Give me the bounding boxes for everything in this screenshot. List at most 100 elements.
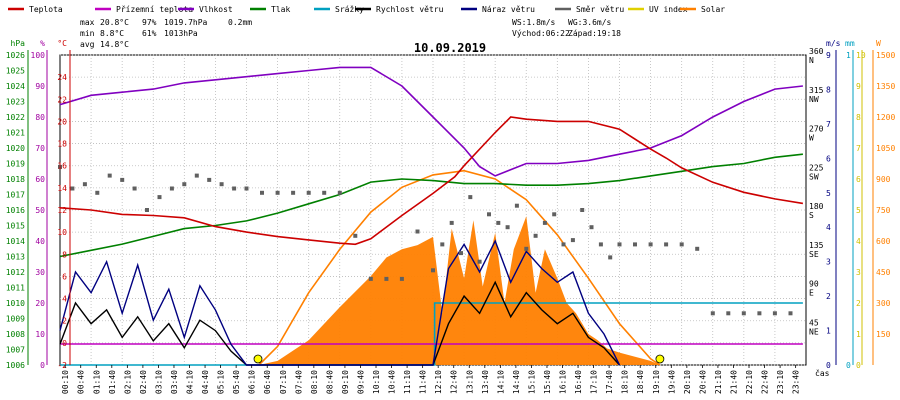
axis-deg-compass: SE — [809, 250, 819, 259]
wind-dir-point — [275, 190, 280, 195]
axis-temp-tick: 6 — [62, 272, 67, 281]
axis-ms-tick: 8 — [826, 85, 831, 94]
x-tick-label: 20:10 — [683, 370, 692, 394]
sunset-marker — [655, 354, 665, 364]
legend-label: Tlak — [271, 5, 290, 14]
axis-pct-tick: 60 — [35, 175, 45, 184]
x-tick-label: 13:40 — [481, 370, 490, 394]
x-tick-label: 14:10 — [496, 370, 505, 394]
legend: Teplota Přízemní teplota Vlhkost Tlak Srážky… — [8, 5, 725, 14]
axis-hpa-tick: 1009 — [6, 315, 25, 324]
wind-dir-point — [120, 177, 125, 182]
wind-dir-point — [726, 311, 731, 316]
x-tick-label: 10:10 — [372, 370, 381, 394]
legend-label: Solar — [701, 5, 725, 14]
axis-wm2-tick: 450 — [876, 268, 891, 277]
axis-deg-compass: N — [809, 56, 814, 65]
series-solar — [258, 216, 660, 365]
wind-dir-point — [353, 233, 358, 238]
x-tick-label: 22:40 — [761, 370, 770, 394]
wind-dir-point — [505, 225, 510, 230]
axis-temp-tick: 10 — [57, 228, 67, 237]
stats-panel: max 20.8°C 97% 1019.7hPa 0.2mm min 8.8°C 61% 101… — [80, 18, 621, 49]
axis-mm-tick: 1 — [846, 51, 851, 60]
series-tlak — [59, 153, 803, 258]
axis-ms-tick: 4 — [826, 223, 831, 232]
x-tick-label: 14:40 — [512, 370, 521, 394]
x-tick-label: 18:10 — [621, 370, 630, 394]
wind-dir-point — [260, 190, 264, 195]
wind-dir-point — [580, 208, 585, 212]
x-tick-label: 11:40 — [419, 370, 428, 394]
wind-dir-point — [431, 268, 435, 273]
wind-dir-point — [542, 220, 547, 225]
x-tick-label: 19:40 — [667, 370, 676, 394]
wind-dir-point — [617, 242, 622, 247]
x-tick-label: 01:40 — [108, 370, 117, 394]
axis-pct-tick: 40 — [35, 237, 45, 246]
x-tick-label: 09:10 — [341, 370, 350, 394]
axis-pct-tick: 80 — [35, 113, 45, 122]
axis-uv-tick: 0 — [856, 361, 861, 370]
x-tick-label: 22:10 — [745, 370, 754, 394]
axis-mm-unit: mm — [845, 39, 855, 48]
x-tick-label: 16:10 — [559, 370, 568, 394]
axis-hpa-tick: 1022 — [6, 113, 25, 122]
axis-hpa-tick: 1013 — [6, 253, 25, 262]
wind-dir-point — [598, 242, 603, 247]
wind-dir-point — [415, 229, 420, 234]
axis-deg-tick: 360 — [809, 47, 824, 56]
axis-uv-tick: 3 — [856, 268, 861, 277]
x-tick-label: 06:40 — [263, 370, 272, 394]
axis-pct-tick: 10 — [35, 330, 45, 339]
axis-deg-tick: 90 — [809, 280, 819, 289]
wind-dir-point — [589, 225, 594, 230]
legend-label: Náraz větru — [482, 5, 535, 14]
wind-dir-point — [757, 311, 762, 316]
x-tick-label: 17:40 — [605, 370, 614, 394]
x-tick-label: 12:40 — [450, 370, 459, 394]
axis-pct-unit: % — [40, 39, 45, 48]
axis-deg-tick: 180 — [809, 202, 824, 211]
legend-label: Srážky — [335, 5, 364, 14]
axis-hpa-tick: 1011 — [6, 284, 25, 293]
x-tick-label: 05:10 — [217, 370, 226, 394]
axis-deg-compass: SW — [809, 172, 819, 181]
axis-wm2-tick: 900 — [876, 175, 891, 184]
axis-pct-tick: 70 — [35, 144, 45, 153]
wind-dir-point — [337, 190, 342, 195]
wind-dir-point — [169, 186, 174, 191]
axis-hpa-tick: 1018 — [6, 175, 25, 184]
wind-dir-point — [570, 238, 575, 243]
x-tick-label: 21:10 — [714, 370, 723, 394]
wind-dir-point — [449, 220, 454, 225]
axis-temp-tick: 2 — [62, 317, 67, 326]
axis-hpa-tick: 1012 — [6, 268, 25, 277]
axis-temp-unit: °C — [57, 39, 67, 48]
wind-dir-point — [368, 276, 373, 281]
axis-uv-tick: 4 — [856, 237, 861, 246]
axis-temp-tick: 8 — [62, 250, 67, 259]
axis-hpa-tick: 1020 — [6, 144, 25, 153]
axis-pct-tick: 20 — [35, 299, 45, 308]
axis-hpa-tick: 1026 — [6, 51, 25, 60]
x-tick-label: 00:40 — [77, 370, 86, 394]
axis-pct-tick: 100 — [31, 51, 46, 60]
wind-dir-point — [788, 311, 793, 316]
wind-dir-point — [107, 173, 112, 178]
axis-hpa-tick: 1023 — [6, 98, 25, 107]
wind-dir-point — [741, 311, 746, 316]
axis-wm2-tick: 1500 — [876, 51, 895, 60]
x-axis-label: čas — [815, 368, 830, 378]
series-vlhkost — [59, 66, 803, 177]
axis-hpa-tick: 1008 — [6, 330, 25, 339]
x-axis: 00:10 00:40 01:10 01:40 02:10 02:40 03:10 03:40… — [61, 365, 830, 394]
wind-dir-point — [514, 203, 519, 208]
x-tick-label: 16:40 — [574, 370, 583, 394]
axis-deg-compass: NE — [809, 327, 819, 336]
axis-deg-compass: NW — [809, 95, 819, 104]
stat-avg-temp: 14.8°C — [100, 40, 129, 49]
wind-dir-point — [561, 242, 566, 247]
axis-wm2-tick: 1350 — [876, 82, 895, 91]
axis-hpa-tick: 1016 — [6, 206, 25, 215]
